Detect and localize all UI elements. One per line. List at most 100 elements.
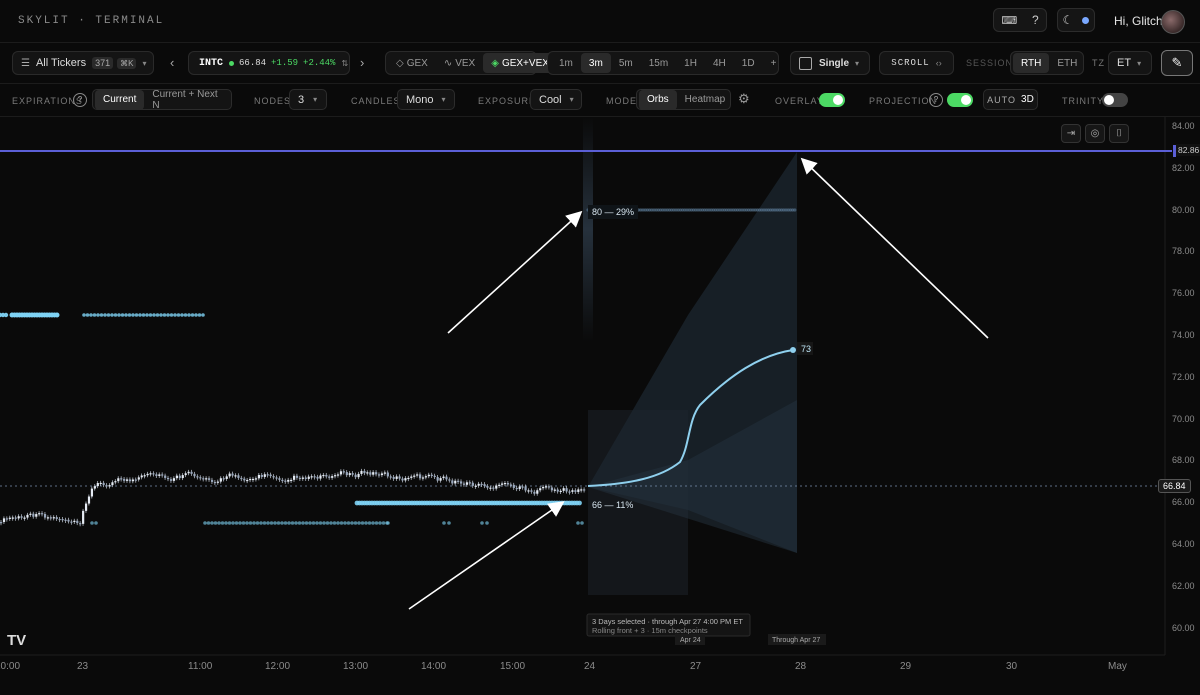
help-icon[interactable]: ? bbox=[929, 93, 943, 107]
timeframe-1h[interactable]: 1H bbox=[684, 57, 697, 69]
candle bbox=[184, 473, 187, 476]
draw-button[interactable]: ✎ bbox=[1161, 50, 1193, 76]
timeframe-add[interactable]: + bbox=[770, 57, 777, 69]
timezone-select[interactable]: ET ▾ bbox=[1108, 51, 1152, 75]
candle bbox=[354, 474, 357, 478]
gex-orb bbox=[148, 313, 153, 317]
gex-orb bbox=[665, 208, 669, 212]
gex-orb bbox=[131, 313, 135, 317]
ticker-quote[interactable]: INTC 66.84 +1.59 +2.44% ⇅ bbox=[188, 51, 350, 75]
timeframe-3m[interactable]: 3m bbox=[580, 53, 611, 73]
help-icon[interactable]: ? bbox=[73, 93, 87, 107]
eth-tab[interactable]: ETH bbox=[1057, 57, 1078, 69]
timeframe-1m[interactable]: 1m bbox=[559, 57, 573, 69]
live-dot-icon bbox=[229, 60, 235, 66]
gex-orb bbox=[113, 313, 118, 317]
candle bbox=[96, 482, 99, 487]
gex-orb bbox=[485, 521, 489, 525]
gear-icon[interactable]: ⚙ bbox=[738, 91, 750, 106]
trinity-label: TRINITY bbox=[1062, 96, 1104, 106]
avatar[interactable] bbox=[1161, 10, 1185, 34]
timeframe-1d[interactable]: 1D bbox=[741, 57, 755, 69]
candle bbox=[55, 517, 58, 519]
candle bbox=[460, 481, 463, 484]
gex-orb bbox=[152, 313, 156, 317]
gex-tab[interactable]: ◇ GEX bbox=[388, 53, 436, 73]
candle bbox=[445, 476, 448, 480]
candle bbox=[495, 485, 498, 489]
all-tickers-button[interactable]: ☰ All Tickers 371 ⌘K ▾ bbox=[12, 51, 154, 75]
timeframe-4h[interactable]: 4H bbox=[712, 57, 726, 69]
help-icon[interactable]: ? bbox=[1031, 13, 1039, 27]
chevron-down-icon: ▾ bbox=[142, 58, 147, 68]
x-tick-label: 30 bbox=[1006, 661, 1018, 672]
overlay-toggle[interactable] bbox=[819, 93, 845, 107]
all-tickers-label: All Tickers bbox=[35, 57, 87, 69]
timeframe-15m[interactable]: 15m bbox=[648, 57, 669, 69]
exposure-label: EXPOSURE bbox=[478, 96, 537, 106]
candle bbox=[298, 477, 302, 480]
gex-orb bbox=[141, 313, 146, 317]
candle bbox=[574, 490, 577, 492]
keyboard-help-group[interactable]: ⌨ ? bbox=[993, 8, 1047, 32]
trinity-toggle[interactable] bbox=[1102, 93, 1128, 107]
target-icon[interactable]: ◎ bbox=[1085, 124, 1105, 143]
selection-info-line2: Rolling front + 3 · 15m checkpoints bbox=[592, 626, 708, 635]
gex-orb bbox=[670, 208, 674, 212]
gex-orb bbox=[138, 313, 142, 317]
candle bbox=[398, 476, 401, 479]
gex-orb bbox=[694, 208, 698, 212]
theme-toggle[interactable]: ☾ bbox=[1057, 8, 1095, 32]
node-lower-label: 66 — 11% bbox=[592, 500, 633, 510]
gex-orb bbox=[674, 208, 678, 212]
mode-orbs-tab[interactable]: Orbs bbox=[639, 89, 677, 110]
gex-orb bbox=[780, 208, 784, 212]
gex-orb bbox=[641, 208, 645, 212]
candle bbox=[2, 518, 6, 523]
price-chart[interactable]: 73 80 — 29% 66 — 11% 3 Days selected · t… bbox=[0, 117, 1200, 695]
candle bbox=[149, 473, 152, 475]
prev-ticker-icon[interactable]: ‹ bbox=[170, 55, 175, 70]
single-layout-button[interactable]: Single ▾ bbox=[790, 51, 870, 75]
expirations-current-tab[interactable]: Current bbox=[95, 89, 145, 110]
toggle-knob bbox=[961, 95, 971, 105]
candles-select[interactable]: Mono ▾ bbox=[397, 89, 455, 110]
selection-column bbox=[583, 117, 593, 342]
candle bbox=[210, 479, 214, 482]
auto-3d-button[interactable]: AUTO 3D bbox=[983, 89, 1038, 110]
camera-icon[interactable]: ⌷ bbox=[1109, 124, 1129, 143]
gex-orb bbox=[643, 208, 647, 212]
projection-toggle[interactable] bbox=[947, 93, 973, 107]
scroll-button[interactable]: SCROLL ‹› bbox=[879, 51, 954, 75]
node-upper-label: 80 — 29% bbox=[592, 207, 634, 217]
jump-to-latest-icon[interactable]: ⇥ bbox=[1061, 124, 1081, 143]
checkbox-icon[interactable] bbox=[799, 56, 812, 70]
expirations-next-tab[interactable]: Current + Next N bbox=[152, 88, 218, 111]
gex-orb bbox=[769, 208, 773, 212]
next-ticker-icon[interactable]: › bbox=[360, 55, 365, 70]
candle bbox=[155, 474, 158, 476]
expirations-group: Current Current + Next N bbox=[92, 88, 232, 111]
candle bbox=[26, 514, 29, 518]
mode-heatmap-tab[interactable]: Heatmap bbox=[684, 94, 726, 105]
gex-orb bbox=[374, 521, 379, 525]
keyboard-icon[interactable]: ⌨ bbox=[1001, 14, 1018, 27]
y-tick-label: 60.00 bbox=[1172, 622, 1195, 633]
nodes-select[interactable]: 3 ▾ bbox=[289, 89, 327, 110]
rth-tab[interactable]: RTH bbox=[1013, 53, 1050, 73]
vex-tab[interactable]: ∿ VEX bbox=[436, 53, 483, 73]
timeframe-5m[interactable]: 5m bbox=[618, 57, 633, 69]
gex-orb bbox=[751, 208, 755, 212]
gex-vex-tab[interactable]: ◈ GEX+VEX bbox=[483, 53, 557, 73]
candle bbox=[134, 479, 137, 481]
gex-orb bbox=[336, 521, 340, 525]
candle bbox=[23, 517, 26, 519]
candle bbox=[319, 475, 322, 479]
candle bbox=[41, 513, 44, 515]
exposure-select[interactable]: Cool ▾ bbox=[530, 89, 582, 110]
gex-orb bbox=[755, 208, 760, 212]
candle bbox=[477, 483, 480, 486]
candle bbox=[392, 476, 395, 479]
candle bbox=[313, 476, 316, 478]
candle bbox=[29, 513, 32, 515]
